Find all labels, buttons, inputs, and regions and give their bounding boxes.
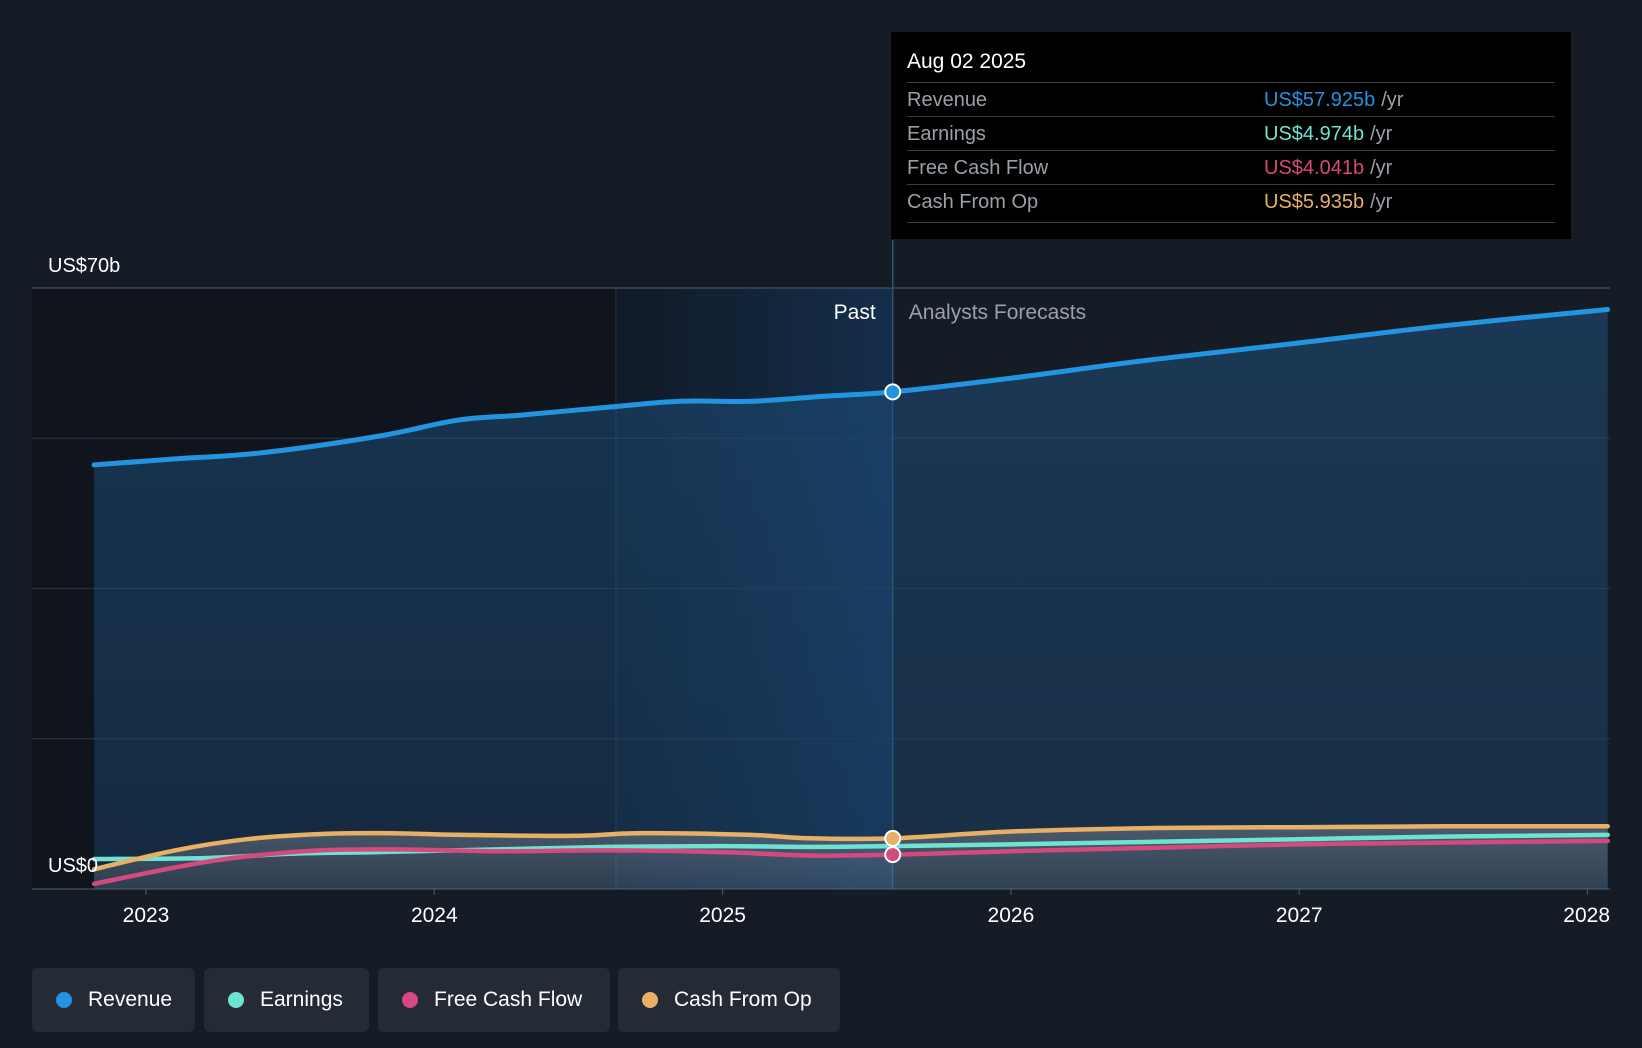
free-cash-flow-dot-icon (402, 992, 418, 1008)
forecast-label: Analysts Forecasts (909, 301, 1086, 324)
tooltip-unit: /yr (1370, 191, 1393, 213)
x-tick-label: 2027 (1276, 904, 1323, 927)
legend-label: Cash From Op (674, 988, 812, 1011)
fcf-marker (884, 846, 902, 864)
tooltip-label: Earnings (907, 123, 986, 145)
tooltip-label: Cash From Op (907, 191, 1039, 213)
earnings-line (91, 832, 1610, 862)
x-tick-label: 2024 (411, 904, 458, 927)
tooltip-divider (907, 222, 1555, 223)
tooltip-label: Revenue (907, 89, 988, 111)
legend-label: Earnings (260, 988, 343, 1011)
tooltip-unit: /yr (1381, 89, 1404, 111)
revenue-area (94, 309, 1608, 889)
x-tick-label: 2025 (699, 904, 746, 927)
cfo-marker (884, 829, 902, 847)
revenue-line (91, 307, 1611, 468)
tooltip-row-revenue: Revenue US$57.925b/yr (907, 82, 1555, 117)
cfo-line (91, 824, 1610, 872)
x-tick-label: 2023 (123, 904, 170, 927)
tooltip-value: US$57.925b (1264, 89, 1376, 111)
tooltip-row-earnings: Earnings US$4.974b/yr (907, 116, 1555, 151)
tooltip-unit: /yr (1370, 123, 1393, 145)
tooltip-row-cfo: Cash From Op US$5.935b/yr (907, 184, 1555, 219)
y-axis-top-label: US$70b (48, 255, 120, 277)
y-axis-bottom-label: US$0 (48, 855, 98, 877)
past-label: Past (834, 301, 876, 324)
tooltip-date: Aug 02 2025 (907, 50, 1027, 73)
tooltip-value: US$5.935b (1264, 191, 1365, 213)
legend-item-revenue[interactable]: Revenue (32, 968, 195, 1032)
tooltip-unit: /yr (1370, 157, 1393, 179)
legend-label: Free Cash Flow (434, 988, 583, 1011)
cash-from-op-dot-icon (642, 992, 658, 1008)
x-tick-label: 2026 (988, 904, 1035, 927)
tooltip-row-fcf: Free Cash Flow US$4.041b/yr (907, 150, 1555, 185)
tooltip-value: US$4.041b (1264, 157, 1365, 179)
legend-item-earnings[interactable]: Earnings (204, 968, 369, 1032)
legend-item-free-cash-flow[interactable]: Free Cash Flow (378, 968, 610, 1032)
tooltip-label: Free Cash Flow (907, 157, 1049, 179)
earnings-dot-icon (228, 992, 244, 1008)
fcf-line (91, 838, 1610, 887)
legend-label: Revenue (88, 988, 173, 1011)
tooltip-value: US$4.974b (1264, 123, 1365, 145)
tooltip: Aug 02 2025 Revenue US$57.925b/yr Earnin… (891, 32, 1571, 239)
revenue-marker (884, 383, 902, 401)
x-tick-label: 2028 (1563, 904, 1610, 927)
revenue-dot-icon (56, 992, 72, 1008)
legend-item-cash-from-op[interactable]: Cash From Op (618, 968, 840, 1032)
